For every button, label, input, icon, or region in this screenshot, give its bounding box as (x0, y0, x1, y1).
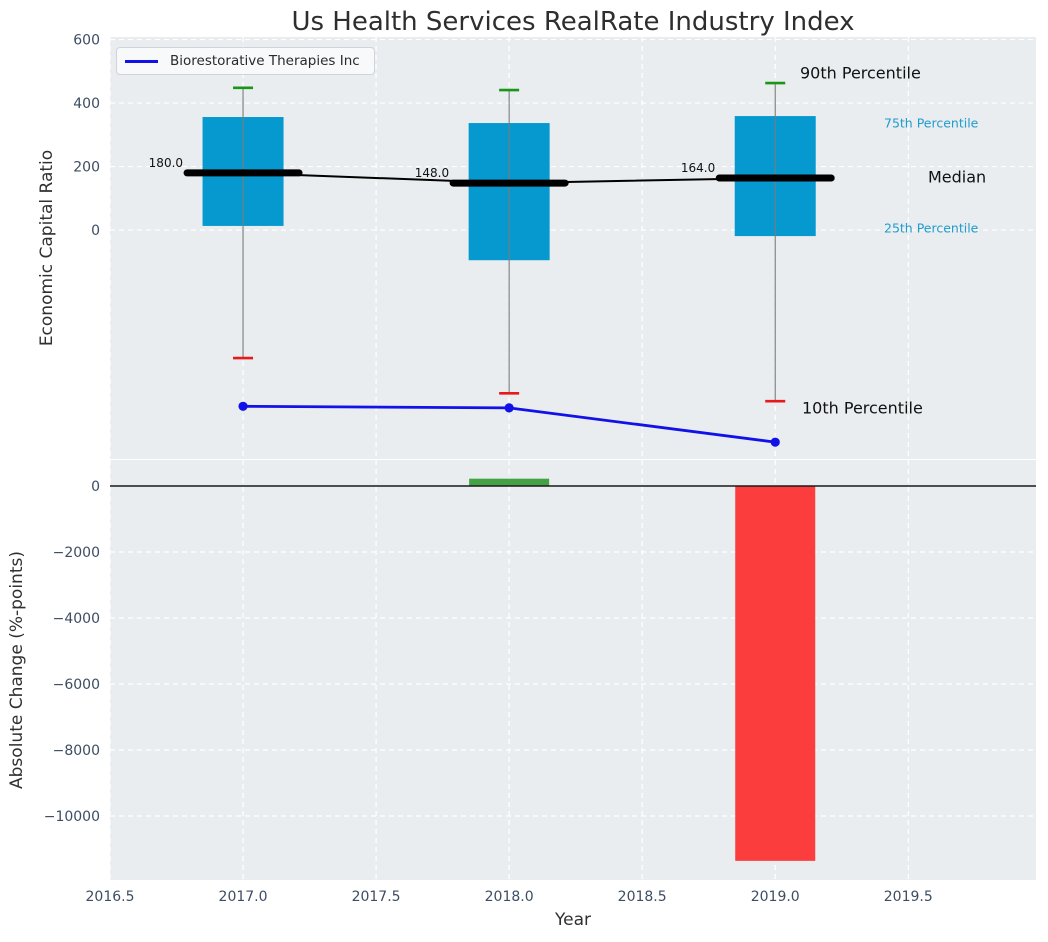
legend-line-sample-icon (125, 59, 158, 63)
chart-title: Us Health Services RealRate Industry Ind… (291, 7, 855, 37)
annotation-p10: 10th Percentile (802, 398, 923, 418)
x-tick-label: 2019.5 (884, 889, 933, 905)
change-bar-positive (469, 478, 550, 487)
bottom-y-axis-label: Absolute Change (%-points) (7, 551, 27, 789)
median-value-label: 180.0 (148, 155, 184, 170)
annotation-p75: 75th Percentile (884, 115, 979, 131)
x-tick-label: 2017.0 (219, 889, 268, 905)
annotation-p90: 90th Percentile (800, 63, 921, 83)
bottom-y-tick-label: −4000 (53, 611, 100, 627)
top-y-tick-label: 0 (91, 223, 100, 239)
top-axes-background (110, 37, 1036, 459)
company-point (770, 437, 780, 447)
median-value-label: 148.0 (414, 166, 450, 181)
annotation-p25: 25th Percentile (884, 220, 979, 236)
bottom-y-tick-label: 0 (91, 479, 100, 495)
top-y-tick-label: 400 (73, 96, 100, 112)
bottom-y-tick-label: −2000 (53, 545, 100, 561)
x-tick-label: 2018.5 (618, 889, 667, 905)
bottom-y-tick-label: −6000 (53, 677, 100, 693)
company-point (238, 401, 248, 411)
x-tick-label: 2018.0 (485, 889, 534, 905)
annotation-median: Median (928, 167, 987, 187)
bottom-y-tick-label: −8000 (53, 743, 100, 759)
x-tick-label: 2016.5 (86, 889, 135, 905)
median-value-label: 164.0 (680, 160, 716, 175)
company-point (504, 403, 514, 413)
top-y-axis-label: Economic Capital Ratio (37, 149, 57, 347)
bottom-axes-background (110, 460, 1036, 880)
legend: Biorestorative Therapies Inc (116, 47, 375, 75)
top-y-tick-label: 600 (73, 33, 100, 49)
x-tick-label: 2017.5 (352, 889, 401, 905)
bottom-y-tick-label: −10000 (44, 809, 100, 825)
legend-label: Biorestorative Therapies Inc (170, 53, 360, 69)
x-axis-label: Year (555, 910, 591, 930)
x-tick-label: 2019.0 (751, 889, 800, 905)
change-bar-negative (735, 486, 816, 861)
top-y-tick-label: 200 (73, 160, 100, 176)
